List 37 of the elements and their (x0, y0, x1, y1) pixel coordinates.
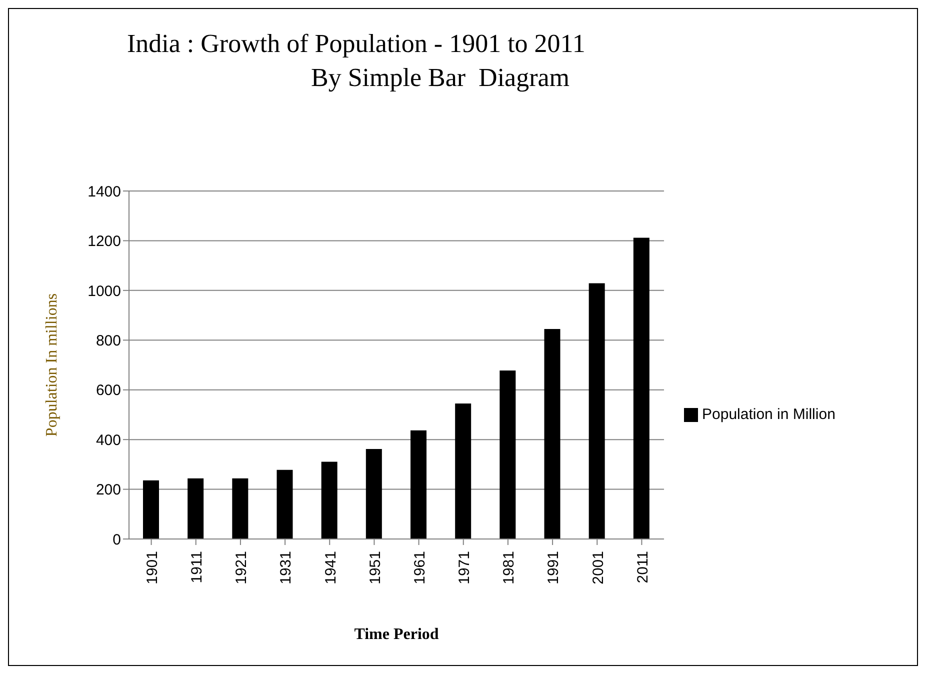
y-tick-label: 1200 (88, 233, 121, 250)
y-tick-label: 800 (96, 332, 121, 350)
x-tick-label: 1921 (233, 551, 250, 584)
chart-title: India : Growth of Population - 1901 to 2011 (127, 29, 586, 59)
bar (410, 430, 426, 539)
y-tick-label: 1000 (88, 282, 121, 300)
bar (321, 462, 338, 539)
x-tick-label: 1991 (545, 551, 562, 584)
legend-label: Population in Million (702, 406, 836, 422)
bar (276, 470, 293, 539)
bar (500, 370, 516, 539)
y-tick-label: 200 (96, 482, 121, 499)
bar (544, 328, 560, 539)
y-tick-label: 400 (96, 432, 121, 449)
y-tick-label: 0 (112, 531, 121, 548)
x-tick-label: 1911 (188, 551, 206, 584)
y-axis-title: Population In millions (44, 293, 61, 437)
x-tick-label: 1941 (322, 551, 340, 584)
x-axis-title: Time Period (354, 626, 439, 643)
y-tick-label: 1400 (88, 183, 121, 200)
x-tick-label: 2011 (634, 551, 652, 584)
x-tick-label: 1901 (144, 551, 161, 584)
bar (588, 283, 605, 539)
x-tick-label: 1981 (500, 551, 518, 584)
bar (633, 238, 650, 539)
bar (143, 480, 159, 539)
bar (188, 478, 204, 539)
x-tick-label: 1951 (366, 551, 384, 584)
y-tick-label: 600 (96, 382, 121, 400)
chart-subtitle: By Simple Bar Diagram (311, 63, 570, 93)
x-tick-label: 1931 (278, 551, 295, 584)
bar (366, 449, 382, 539)
bar (455, 404, 472, 539)
bar (232, 478, 248, 539)
x-tick-label: 1961 (411, 551, 428, 584)
x-tick-label: 1971 (456, 551, 474, 584)
x-tick-label: 2001 (590, 551, 607, 584)
